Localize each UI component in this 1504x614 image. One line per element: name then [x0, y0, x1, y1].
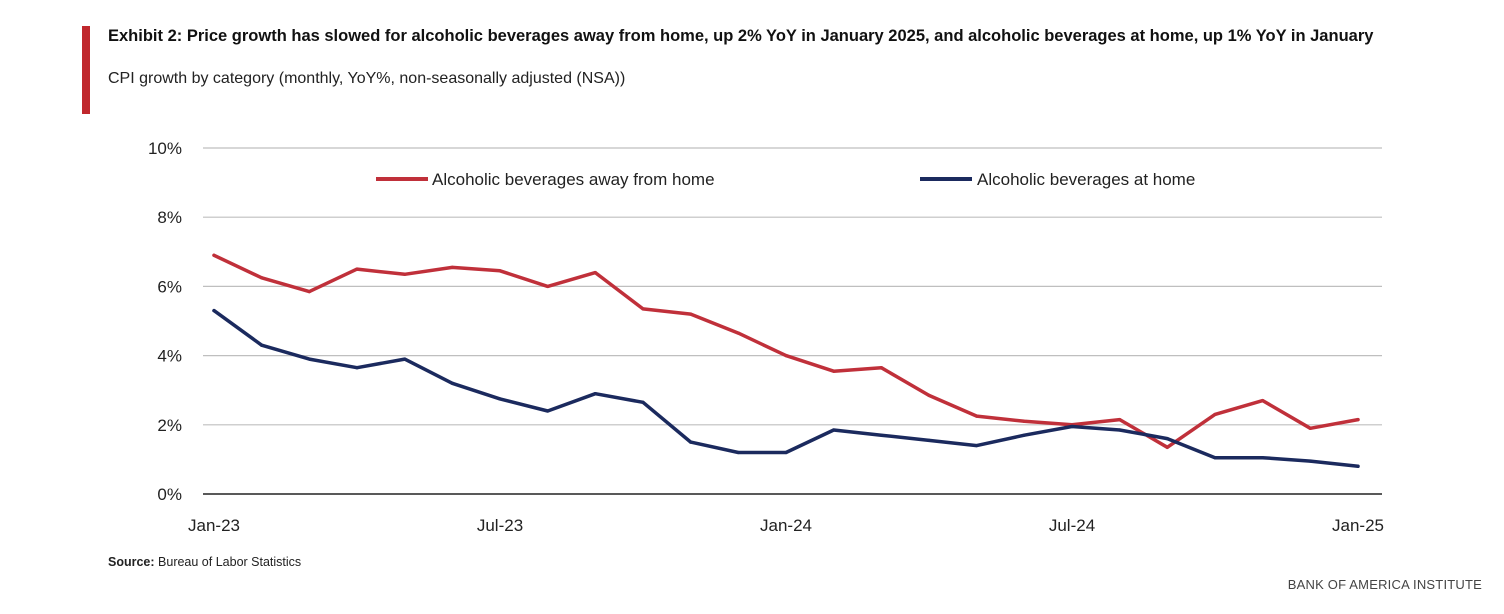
- series-lines: [212, 253, 1360, 469]
- data-point: [736, 450, 740, 455]
- data-point: [689, 440, 693, 444]
- data-point: [975, 414, 979, 418]
- data-point: [1070, 424, 1074, 429]
- data-point: [1022, 433, 1026, 437]
- data-point: [641, 400, 645, 404]
- y-tick-label: 4%: [157, 347, 182, 366]
- data-point: [832, 428, 836, 432]
- source-label: Source:: [108, 555, 155, 569]
- data-point: [784, 354, 788, 358]
- data-point: [403, 272, 407, 276]
- data-point: [1261, 456, 1265, 460]
- data-point: [593, 392, 597, 396]
- data-point: [879, 366, 883, 370]
- line-chart: 0%2%4%6%8%10% Jan-23 Jul-23 Jan-24 Jul-24 Ja…: [148, 139, 1384, 535]
- data-point: [1261, 398, 1265, 403]
- data-point: [1118, 428, 1122, 432]
- data-point: [450, 381, 454, 385]
- data-point: [307, 357, 311, 361]
- data-point: [1308, 426, 1312, 430]
- data-point: [1356, 418, 1360, 422]
- data-point: [1165, 445, 1169, 449]
- data-point: [593, 270, 597, 275]
- y-tick-label: 0%: [157, 485, 182, 504]
- x-tick-label: Jan-23: [188, 516, 240, 535]
- x-tick-label: Jul-23: [477, 516, 523, 535]
- data-point: [260, 276, 264, 280]
- data-point: [832, 369, 836, 373]
- gridlines: [203, 147, 1382, 495]
- data-point: [403, 357, 407, 361]
- legend-label: Alcoholic beverages at home: [977, 170, 1195, 189]
- data-point: [212, 309, 216, 313]
- data-point: [1118, 418, 1122, 422]
- data-point: [1165, 437, 1169, 441]
- series-line-away-from-home: [212, 253, 1360, 450]
- legend: Alcoholic beverages away from home Alcoho…: [376, 170, 1195, 189]
- data-point: [450, 265, 454, 269]
- x-tick-label: Jan-25: [1332, 516, 1384, 535]
- data-point: [1022, 419, 1026, 423]
- data-point: [498, 397, 502, 401]
- data-point: [975, 443, 979, 448]
- data-point: [784, 450, 788, 455]
- data-point: [879, 433, 883, 437]
- data-point: [546, 409, 550, 413]
- source-note: Source: Bureau of Labor Statistics: [108, 555, 301, 569]
- y-axis-labels: 0% 2% 4% 6% 8% 10%: [148, 139, 182, 504]
- data-point: [260, 343, 264, 347]
- source-text: Bureau of Labor Statistics: [158, 555, 302, 569]
- data-point: [498, 269, 502, 273]
- series-line-at-home: [212, 308, 1360, 469]
- y-tick-label: 2%: [157, 416, 182, 435]
- x-axis-labels: Jan-23 Jul-23 Jan-24 Jul-24 Jan-25: [188, 516, 1384, 535]
- data-point: [736, 331, 740, 335]
- data-point: [927, 393, 931, 397]
- x-tick-label: Jul-24: [1049, 516, 1095, 535]
- data-point: [641, 307, 645, 311]
- x-tick-label: Jan-24: [760, 516, 812, 535]
- accent-bar: [82, 26, 90, 114]
- data-point: [689, 312, 693, 316]
- chart-subtitle: CPI growth by category (monthly, YoY%, n…: [108, 70, 626, 87]
- y-tick-label: 6%: [157, 277, 182, 296]
- brand-label: BANK OF AMERICA INSTITUTE: [1287, 577, 1482, 592]
- data-point: [212, 253, 216, 257]
- data-point: [307, 289, 311, 294]
- data-point: [1213, 456, 1217, 460]
- data-point: [355, 267, 359, 271]
- y-tick-label: 10%: [148, 139, 182, 158]
- data-point: [546, 284, 550, 288]
- data-point: [1213, 412, 1217, 417]
- data-point: [1308, 459, 1312, 463]
- legend-label: Alcoholic beverages away from home: [432, 170, 715, 189]
- y-tick-label: 8%: [157, 208, 182, 227]
- chart-title: Exhibit 2: Price growth has slowed for a…: [108, 27, 1374, 45]
- data-point: [1356, 464, 1360, 468]
- data-point: [355, 366, 359, 370]
- data-point: [927, 438, 931, 442]
